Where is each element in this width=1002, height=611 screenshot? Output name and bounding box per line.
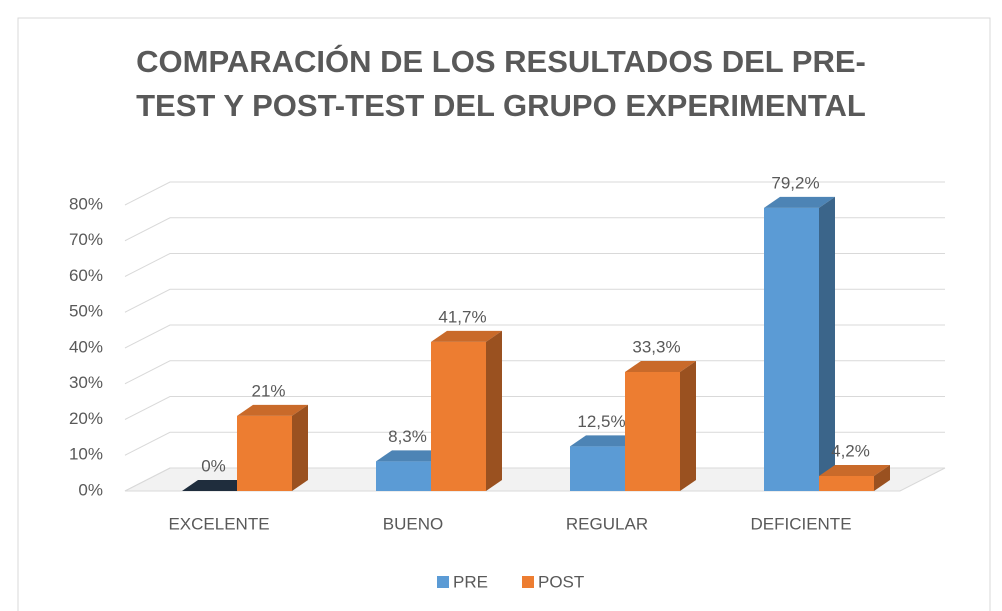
bar: [625, 360, 696, 491]
data-label: 79,2%: [771, 173, 819, 192]
y-tick-label: 0%: [78, 480, 103, 499]
bar-side: [486, 330, 502, 491]
data-label: 33,3%: [632, 337, 680, 356]
bar: [819, 464, 890, 491]
bar: [764, 196, 835, 492]
bar: [182, 480, 253, 491]
bar-top: [570, 435, 641, 447]
grid-line: [124, 324, 945, 349]
data-label: 8,3%: [388, 427, 427, 446]
bar-top: [819, 464, 890, 476]
bar-side: [819, 196, 835, 492]
data-label: 4,2%: [831, 441, 870, 460]
bar: [431, 330, 502, 491]
bar-front: [376, 461, 431, 491]
legend-label: POST: [538, 572, 584, 591]
bar-front: [237, 415, 292, 491]
x-tick-label: DEFICIENTE: [750, 514, 851, 533]
grid-line: [124, 360, 945, 385]
y-tick-label: 50%: [69, 302, 103, 321]
chart-title: COMPARACIÓN DE LOS RESULTADOS DEL PRE-TE…: [136, 44, 866, 123]
legend-label: PRE: [453, 572, 488, 591]
bar-top: [431, 330, 502, 342]
y-tick-label: 10%: [69, 445, 103, 464]
data-label: 41,7%: [438, 307, 486, 326]
legend-swatch: [437, 576, 449, 588]
bar-front: [570, 446, 625, 491]
x-tick-label: BUENO: [383, 514, 443, 533]
bar-top: [237, 404, 308, 416]
data-label: 12,5%: [577, 412, 625, 431]
grid-line: [124, 288, 945, 313]
bar-front: [764, 207, 819, 492]
y-tick-label: 70%: [69, 230, 103, 249]
x-tick-label: REGULAR: [566, 514, 648, 533]
y-tick-label: 40%: [69, 337, 103, 356]
bar-top: [376, 450, 447, 462]
bar-side: [292, 404, 308, 491]
y-tick-label: 20%: [69, 409, 103, 428]
chart-frame: [17, 17, 991, 611]
bar-side: [680, 360, 696, 491]
bar: [237, 404, 308, 491]
bar-top: [625, 360, 696, 372]
data-label: 0%: [201, 456, 226, 475]
grid-line: [124, 217, 945, 242]
bar-top: [182, 480, 253, 491]
y-tick-label: 60%: [69, 266, 103, 285]
grid-line: [124, 181, 945, 206]
y-tick-label: 30%: [69, 373, 103, 392]
grid-line: [124, 253, 945, 277]
y-tick-label: 80%: [69, 194, 103, 213]
bar-top: [764, 196, 835, 208]
x-tick-label: EXCELENTE: [168, 514, 269, 533]
bar-side: [874, 464, 890, 491]
bar-front: [431, 341, 486, 491]
bar-front: [819, 475, 874, 491]
legend-swatch: [522, 576, 534, 588]
data-label: 21%: [251, 381, 285, 400]
bar-front: [625, 371, 680, 491]
